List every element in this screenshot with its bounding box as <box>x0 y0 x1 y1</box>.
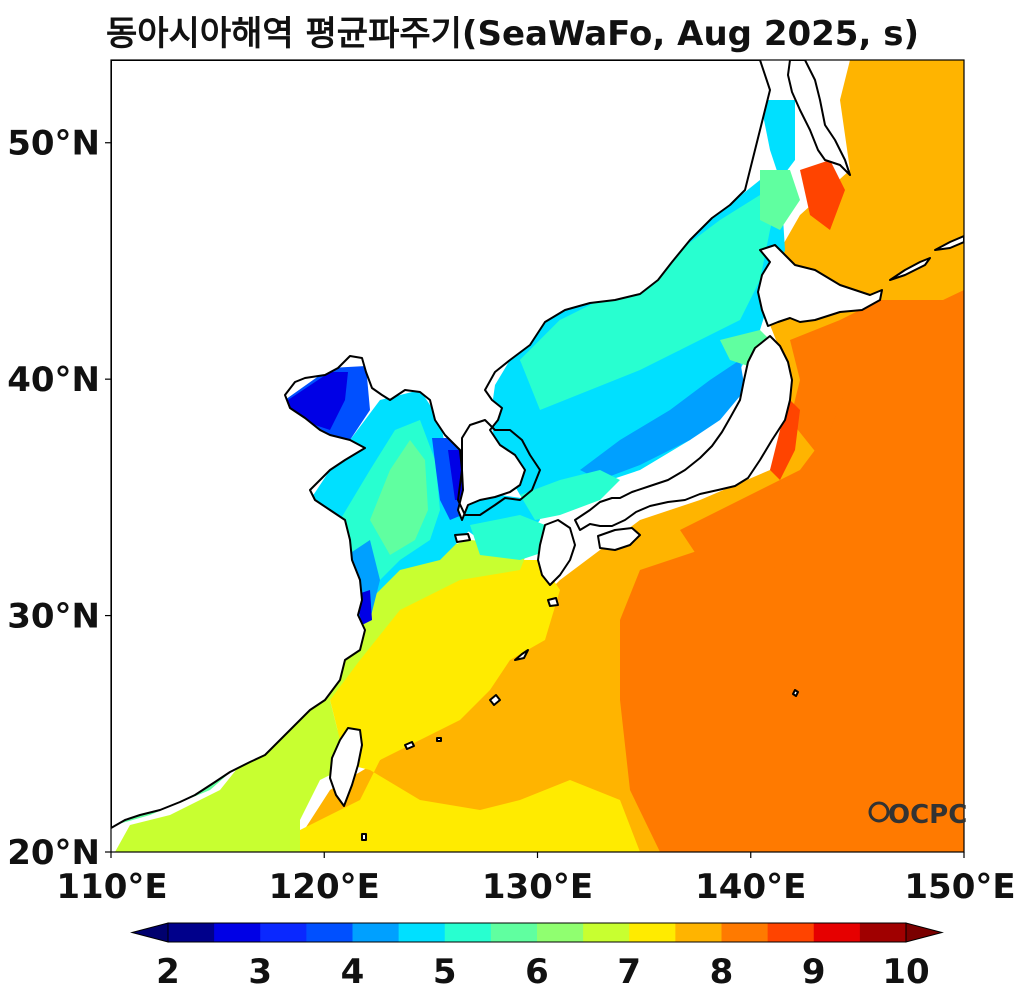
colorbar-segment <box>260 923 307 942</box>
x-axis: 110°E 120°E 130°E 140°E 150°E <box>56 852 1016 907</box>
colorbar-segment <box>721 923 769 942</box>
x-tick-label: 110°E <box>56 867 167 907</box>
field-northern-green <box>760 170 800 230</box>
colorbar-segment <box>629 923 676 942</box>
colorbar-segment <box>444 923 492 942</box>
land-honshu <box>574 335 793 531</box>
land-shikoku <box>597 527 641 551</box>
land-ryukyu-3 <box>404 741 415 750</box>
colorbar-segment <box>306 923 353 942</box>
land-korea-peninsula <box>457 419 541 516</box>
colorbar-segment <box>214 923 261 942</box>
land-ryukyu-1 <box>489 694 501 706</box>
field-east-sea-blue <box>580 360 745 480</box>
land-kuril-2 <box>934 235 964 251</box>
colorbar-segment <box>675 923 722 942</box>
land-asia-mainland <box>111 60 771 829</box>
colorbar-under-triangle <box>130 922 169 943</box>
land-ryukyu-5 <box>547 597 559 607</box>
map-plot-area: OCPC <box>110 59 967 853</box>
y-tick-label: 30°N <box>7 597 100 637</box>
field-yellow-sea-green <box>370 440 428 555</box>
ocpc-logo-text: OCPC <box>888 800 967 830</box>
field-japan-coast-redorange <box>770 400 800 480</box>
land-ryukyu-2 <box>514 649 529 661</box>
colorbar-segment <box>398 923 446 942</box>
x-tick-label: 120°E <box>269 867 380 907</box>
colorbar-segment <box>537 923 584 942</box>
field-east-sea-aqua <box>520 190 780 410</box>
x-tick-label: 130°E <box>482 867 593 907</box>
land-izu-island <box>792 689 799 697</box>
land-sakhalin <box>787 60 851 176</box>
field-tsushima-aqua <box>520 470 620 520</box>
field-south-band-darkorange <box>680 290 964 570</box>
colorbar-segment <box>859 923 907 942</box>
land-kuril-1 <box>889 257 931 281</box>
colorbar-over-triangle <box>905 922 944 943</box>
colorbar-tick-label: 8 <box>710 952 734 992</box>
map-title: 동아시아해역 평균파주기(SeaWaFo, Aug 2025, s) <box>106 14 919 54</box>
x-tick-label: 140°E <box>695 867 806 907</box>
y-tick-label: 20°N <box>7 833 100 873</box>
colorbar-tick-label: 6 <box>525 952 549 992</box>
colorbar-segment <box>168 923 215 942</box>
x-tick-label: 150°E <box>904 867 1015 907</box>
y-tick-label: 50°N <box>7 124 100 164</box>
colorbar-tick-label: 3 <box>248 952 272 992</box>
y-tick-label: 40°N <box>7 360 100 400</box>
field-yellow-2 <box>330 580 530 740</box>
field-korea-west-darkblue <box>448 450 462 500</box>
land-hainan-area <box>361 833 367 841</box>
land-kyushu <box>537 519 576 586</box>
land-jeju <box>454 533 471 543</box>
field-hokkaido-east-red <box>800 160 845 230</box>
land-hokkaido <box>757 244 883 327</box>
land-ryukyu-4 <box>436 737 442 742</box>
colorbar-tick-label: 7 <box>617 952 641 992</box>
y-axis: 20°N 30°N 40°N 50°N <box>7 124 111 873</box>
colorbar-segment <box>583 923 630 942</box>
colorbar-frame <box>167 922 907 943</box>
colorbar-tick-label: 9 <box>802 952 826 992</box>
colorbar-segment <box>352 923 400 942</box>
colorbar-segment <box>767 923 815 942</box>
coastlines <box>111 60 964 841</box>
colorbar-tick-label: 2 <box>156 952 180 992</box>
land-taiwan <box>329 727 363 807</box>
colorbar-tick-label: 4 <box>341 952 365 992</box>
colorbar-segment <box>490 923 538 942</box>
field-korea-strait-aqua <box>470 515 550 560</box>
colorbar-tick-label: 10 <box>882 952 929 992</box>
ocpc-logo: OCPC <box>868 800 967 830</box>
ocpc-logo-icon <box>868 801 890 823</box>
field-pacific-darkorange <box>620 300 964 852</box>
field-northern-cyan <box>760 100 795 180</box>
colorbar-segment <box>813 923 861 942</box>
colorbar: 2 3 4 5 6 7 8 9 10 <box>130 922 944 992</box>
colorbar-tick-label: 5 <box>433 952 457 992</box>
